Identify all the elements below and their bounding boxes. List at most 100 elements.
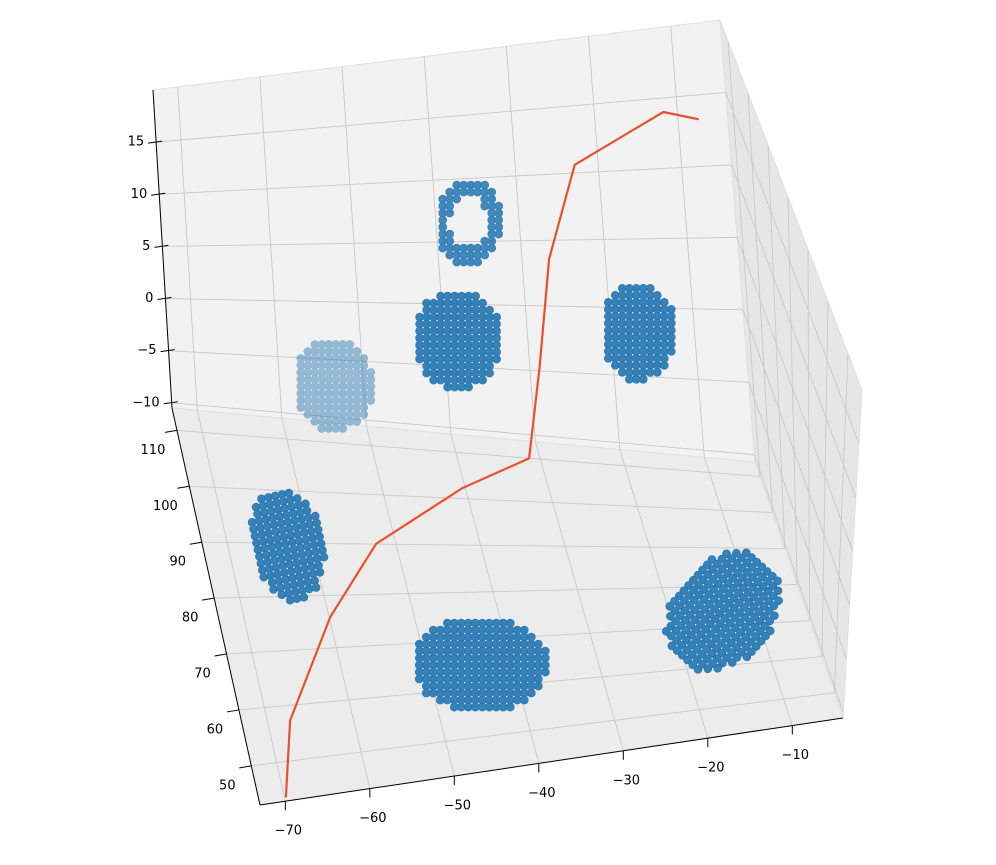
point: [324, 368, 334, 377]
y-tick: [189, 541, 202, 545]
x-tick-label: −50: [444, 799, 471, 814]
point: [324, 389, 334, 398]
x-tick-label: −10: [782, 748, 809, 763]
point: [742, 652, 752, 662]
point: [338, 424, 348, 433]
point: [345, 382, 355, 391]
point: [345, 340, 355, 349]
point: [359, 375, 369, 384]
point: [338, 347, 348, 356]
point: [303, 410, 313, 419]
grid-line: [754, 454, 844, 713]
grid-line: [171, 402, 755, 456]
point: [296, 368, 306, 377]
point: [485, 368, 494, 378]
z-tick: [163, 401, 178, 405]
point: [324, 382, 334, 391]
z-tick-label: 10: [131, 187, 148, 202]
z-tick: [151, 192, 166, 196]
y-axis: [171, 407, 261, 806]
point: [345, 361, 355, 370]
point: [338, 354, 348, 363]
point: [317, 347, 327, 356]
x-tick-label: −30: [613, 773, 640, 788]
point: [296, 382, 306, 391]
x-axis: [259, 717, 844, 806]
point: [310, 368, 320, 377]
z-tick: [148, 140, 163, 144]
point: [652, 367, 662, 377]
point: [310, 389, 320, 398]
point: [317, 361, 327, 370]
point: [487, 243, 497, 253]
grid-line: [176, 429, 760, 477]
point: [345, 417, 355, 426]
point-cluster: [296, 340, 376, 433]
trajectory-line: [284, 110, 699, 798]
point: [303, 389, 313, 398]
point: [331, 361, 341, 370]
point: [324, 424, 334, 433]
point: [366, 375, 376, 384]
point: [533, 681, 543, 691]
point: [324, 347, 334, 356]
point-cluster: [414, 618, 550, 712]
grid-line: [670, 26, 705, 458]
y-tick-label: 100: [153, 499, 178, 514]
point: [324, 340, 334, 349]
point-cluster: [247, 488, 329, 605]
z-tick: [160, 349, 175, 353]
point: [727, 658, 737, 667]
point: [352, 403, 362, 412]
grid-line: [281, 418, 371, 789]
point: [310, 396, 320, 405]
point: [317, 382, 327, 391]
point: [540, 667, 550, 677]
point: [338, 403, 348, 412]
grid-line: [450, 433, 540, 764]
point-cluster: [661, 548, 783, 674]
point: [303, 382, 313, 391]
point-cluster: [415, 291, 501, 392]
z-tick-label: 5: [142, 239, 150, 254]
z-tick-label: 0: [145, 291, 153, 306]
point: [331, 403, 341, 412]
point: [331, 417, 341, 426]
grid-line: [725, 92, 860, 444]
point: [331, 382, 341, 391]
point: [331, 389, 341, 398]
point: [494, 229, 504, 239]
point: [296, 361, 306, 370]
point: [338, 375, 348, 384]
point: [638, 374, 648, 384]
point: [310, 403, 320, 412]
point: [359, 396, 369, 405]
point: [310, 347, 320, 356]
grid-line: [365, 425, 455, 777]
point: [478, 375, 487, 385]
z-axis: [152, 89, 173, 409]
point: [359, 389, 369, 398]
point: [317, 340, 327, 349]
grid-line: [259, 76, 283, 419]
z-tick: [154, 244, 169, 248]
point: [338, 417, 348, 426]
point: [338, 368, 348, 377]
point: [713, 663, 722, 673]
point: [352, 410, 362, 419]
point: [352, 389, 362, 398]
x-tick-label: −60: [359, 811, 386, 826]
point: [352, 382, 362, 391]
point: [659, 360, 669, 370]
point: [492, 354, 501, 364]
point: [352, 354, 362, 363]
y-tick-label: 80: [182, 611, 199, 626]
point: [317, 396, 327, 405]
point: [338, 389, 348, 398]
point: [310, 417, 320, 426]
point: [319, 552, 329, 562]
z-tick-label: −5: [137, 343, 156, 358]
point: [359, 403, 369, 412]
grid-line: [742, 309, 850, 606]
point: [310, 375, 320, 384]
